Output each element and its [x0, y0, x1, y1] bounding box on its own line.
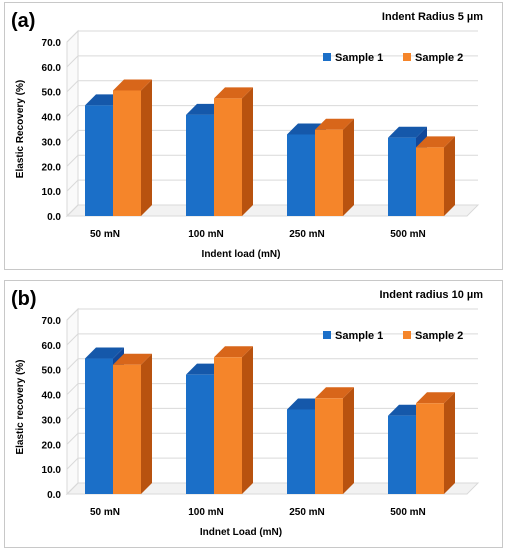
x-tick-label: 250 mN [289, 507, 325, 518]
bar-sample1 [388, 137, 416, 216]
bar-sample1 [388, 415, 416, 494]
bar-sample2 [416, 403, 444, 494]
bar-top-sample2 [214, 346, 253, 358]
y-tick-label: 10.0 [42, 465, 62, 476]
bar-side-sample2 [141, 79, 152, 216]
bar-top-sample1 [85, 347, 124, 359]
bar-top-sample2 [416, 392, 455, 404]
bar-sample1 [85, 105, 113, 216]
legend-swatch-sample2 [403, 53, 411, 61]
bar-top-sample2 [113, 79, 152, 91]
bar-sample2 [315, 398, 343, 494]
x-tick-label: 50 mN [90, 229, 120, 240]
gridline [66, 333, 478, 346]
panel-label: (a) [11, 10, 35, 32]
y-tick-label: 50.0 [42, 88, 62, 99]
x-tick-label: 100 mN [188, 507, 224, 518]
x-tick-label: 100 mN [188, 229, 224, 240]
bar-side-sample2 [141, 353, 152, 494]
y-axis-label: Elastic Recovery (%) [15, 80, 26, 178]
y-tick-label: 60.0 [42, 341, 62, 352]
y-tick-label: 30.0 [42, 415, 62, 426]
gridline [66, 383, 478, 395]
bar-top-sample2 [416, 136, 455, 148]
bar-sample2 [214, 357, 242, 494]
bar-sample2 [416, 147, 444, 216]
bar-side-sample2 [444, 392, 455, 494]
x-axis-label: Indent load (mN) [202, 249, 281, 260]
bar-sample2 [113, 90, 141, 216]
chart-panel-a: (a) Indent Radius 5 µm 0.0 10.0 20.0 30.0 40.0… [4, 2, 503, 270]
x-axis-label: Indnet Load (mN) [200, 527, 282, 538]
legend-swatch-sample1 [323, 331, 331, 339]
gridline [66, 308, 478, 321]
y-tick-label: 70.0 [42, 316, 62, 327]
y-tick-label: 20.0 [42, 162, 62, 173]
gridline [66, 30, 478, 43]
y-tick-label: 50.0 [42, 366, 62, 377]
y-tick-label: 10.0 [42, 187, 62, 198]
bar-side-sample2 [242, 87, 253, 216]
x-tick-label: 500 mN [390, 507, 426, 518]
x-tick-label: 250 mN [289, 229, 325, 240]
bar-top-sample1 [388, 126, 427, 138]
chart-title: Indent radius 10 µm [379, 289, 483, 301]
chart-b-svg: (b) Indent radius 10 µm 0.0 10.0 20.0 30.0 40.… [11, 288, 483, 538]
legend-label-sample1: Sample 1 [335, 330, 383, 342]
legend-label-sample2: Sample 2 [415, 52, 463, 64]
y-tick-label: 0.0 [47, 212, 61, 223]
chart-title: Indent Radius 5 µm [382, 11, 483, 23]
gridline [66, 358, 478, 371]
bar-sample1 [287, 409, 315, 494]
gridline [66, 80, 478, 93]
bar-top-sample2 [315, 118, 354, 130]
bar-top-sample2 [113, 353, 152, 365]
bar-sample2 [214, 98, 242, 216]
legend-label-sample2: Sample 2 [415, 330, 463, 342]
y-tick-label: 30.0 [42, 137, 62, 148]
y-tick-label: 40.0 [42, 113, 62, 124]
bar-sample1 [186, 114, 214, 216]
plot-left-wall [66, 307, 79, 496]
y-tick-label: 40.0 [42, 391, 62, 402]
chart-panel-b: (b) Indent radius 10 µm 0.0 10.0 20.0 30.0 40.… [4, 280, 503, 548]
bar-side-sample2 [242, 346, 253, 494]
y-tick-label: 0.0 [47, 490, 61, 501]
legend-swatch-sample2 [403, 331, 411, 339]
bar-side-sample2 [444, 136, 455, 216]
legend-swatch-sample1 [323, 53, 331, 61]
x-tick-label: 500 mN [390, 229, 426, 240]
bar-side-sample2 [343, 387, 354, 494]
panel-label: (b) [11, 288, 37, 310]
gridline [66, 55, 478, 68]
y-tick-label: 20.0 [42, 440, 62, 451]
y-tick-label: 70.0 [42, 38, 62, 49]
bar-sample1 [85, 358, 113, 494]
chart-a-svg: (a) Indent Radius 5 µm 0.0 10.0 20.0 30.0 40.0… [11, 10, 483, 260]
y-axis-label: Elastic recovery (%) [15, 359, 26, 454]
bar-sample1 [186, 374, 214, 494]
y-tick-label: 60.0 [42, 63, 62, 74]
gridline [66, 105, 478, 117]
x-tick-label: 50 mN [90, 507, 120, 518]
plot-left-wall [66, 29, 79, 218]
bar-top-sample2 [315, 387, 354, 399]
bar-sample2 [315, 129, 343, 216]
bar-side-sample2 [343, 118, 354, 216]
bar-sample2 [113, 364, 141, 494]
legend-label-sample1: Sample 1 [335, 52, 383, 64]
bar-top-sample2 [214, 87, 253, 99]
bar-sample1 [287, 134, 315, 216]
